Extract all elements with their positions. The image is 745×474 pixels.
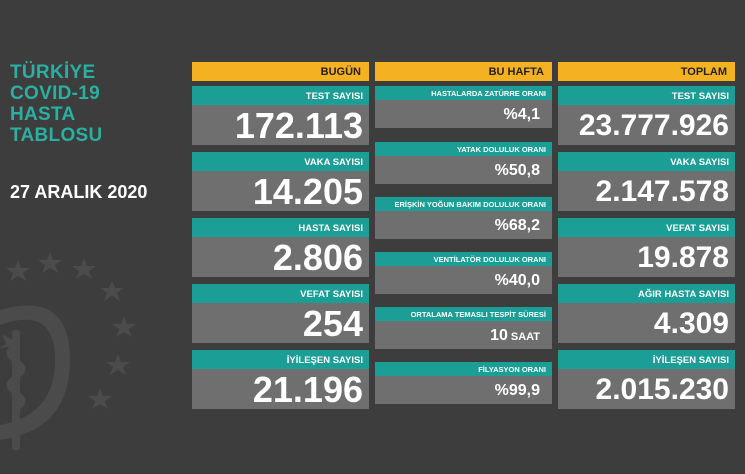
- card-label: VAKA SAYISI: [558, 152, 735, 171]
- today-patient-card: HASTA SAYISI 2.806: [192, 218, 369, 278]
- week-header: BU HAFTA: [375, 62, 552, 81]
- card-value-number: %50,8: [494, 162, 540, 179]
- today-test-card: TEST SAYISI 172.113: [192, 86, 369, 146]
- card-label: VENTİLATÖR DOLULUK ORANI: [375, 252, 552, 266]
- card-value: 2.806: [192, 237, 369, 278]
- card-label: FİLYASYON ORANI: [375, 362, 552, 376]
- report-date: 27 ARALIK 2020: [10, 182, 148, 202]
- today-death-card: VEFAT SAYISI 254: [192, 284, 369, 344]
- total-case-card: VAKA SAYISI 2.147.578: [558, 152, 735, 211]
- week-filiation-card: FİLYASYON ORANI %99,9: [375, 362, 552, 404]
- card-label: TEST SAYISI: [558, 86, 735, 105]
- card-label: AĞIR HASTA SAYISI: [558, 284, 735, 303]
- today-column: BUGÜN TEST SAYISI 172.113 VAKA SAYISI 14…: [192, 62, 369, 412]
- card-value-number: 10: [490, 327, 508, 344]
- title-line: TÜRKİYE: [10, 62, 96, 83]
- card-value-number: %4,1: [503, 106, 540, 123]
- card-value: %99,9: [375, 376, 552, 404]
- title-line: HASTA: [10, 104, 76, 125]
- card-label: HASTA SAYISI: [192, 218, 369, 237]
- today-header: BUGÜN: [192, 62, 369, 81]
- ministry-emblem-icon: [0, 252, 136, 450]
- card-value-number: %68,2: [494, 217, 540, 234]
- card-label: VEFAT SAYISI: [558, 218, 735, 237]
- title-line: COVID-19: [10, 83, 101, 104]
- total-death-card: VEFAT SAYISI 19.878: [558, 218, 735, 277]
- week-contact-time-card: ORTALAMA TEMASLI TESPİT SÜRESİ 10 SAAT: [375, 307, 552, 349]
- today-recovered-card: İYİLEŞEN SAYISI 21.196: [192, 350, 369, 410]
- total-test-card: TEST SAYISI 23.777.926: [558, 86, 735, 145]
- card-value: 2.147.578: [558, 171, 735, 211]
- total-column: TOPLAM TEST SAYISI 23.777.926 VAKA SAYIS…: [558, 62, 735, 412]
- card-value: %68,2: [375, 211, 552, 239]
- card-label: İYİLEŞEN SAYISI: [558, 350, 735, 369]
- title-line: TABLOSU: [10, 125, 103, 146]
- card-value: 2.015.230: [558, 369, 735, 409]
- card-value-unit: SAAT: [510, 331, 540, 343]
- card-label: VAKA SAYISI: [192, 152, 369, 171]
- card-value: 14.205: [192, 171, 369, 212]
- card-value: 21.196: [192, 369, 369, 410]
- today-case-card: VAKA SAYISI 14.205: [192, 152, 369, 212]
- card-value: %4,1: [375, 100, 552, 128]
- card-value: %50,8: [375, 156, 552, 184]
- card-value: 10 SAAT: [375, 321, 552, 349]
- card-label: HASTALARDA ZATÜRRE ORANI: [375, 86, 552, 100]
- card-value: 254: [192, 303, 369, 344]
- week-bed-card: YATAK DOLULUK ORANI %50,8: [375, 142, 552, 184]
- card-label: VEFAT SAYISI: [192, 284, 369, 303]
- card-value: 23.777.926: [558, 105, 735, 145]
- card-label: ERİŞKİN YOĞUN BAKIM DOLULUK ORANI: [375, 197, 552, 211]
- total-severe-card: AĞIR HASTA SAYISI 4.309: [558, 284, 735, 343]
- card-label: ORTALAMA TEMASLI TESPİT SÜRESİ: [375, 307, 552, 321]
- card-label: YATAK DOLULUK ORANI: [375, 142, 552, 156]
- card-value: %40,0: [375, 266, 552, 294]
- week-pneumonia-card: HASTALARDA ZATÜRRE ORANI %4,1: [375, 86, 552, 128]
- card-value: 19.878: [558, 237, 735, 277]
- card-value-number: %40,0: [494, 272, 540, 289]
- page-title: TÜRKİYE COVID-19 HASTA TABLOSU: [10, 62, 103, 146]
- card-label: TEST SAYISI: [192, 86, 369, 105]
- card-value: 4.309: [558, 303, 735, 343]
- total-header: TOPLAM: [558, 62, 735, 81]
- week-column: BU HAFTA HASTALARDA ZATÜRRE ORANI %4,1 Y…: [375, 62, 552, 412]
- card-value-number: %99,9: [494, 382, 540, 399]
- total-recovered-card: İYİLEŞEN SAYISI 2.015.230: [558, 350, 735, 409]
- week-ventilator-card: VENTİLATÖR DOLULUK ORANI %40,0: [375, 252, 552, 294]
- card-value: 172.113: [192, 105, 369, 146]
- week-icu-card: ERİŞKİN YOĞUN BAKIM DOLULUK ORANI %68,2: [375, 197, 552, 239]
- card-label: İYİLEŞEN SAYISI: [192, 350, 369, 369]
